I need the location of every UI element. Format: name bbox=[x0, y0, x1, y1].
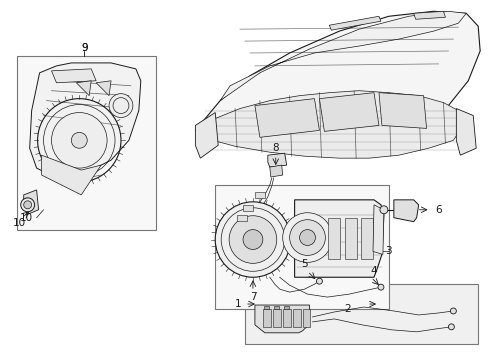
Polygon shape bbox=[328, 16, 380, 30]
Polygon shape bbox=[393, 200, 418, 222]
Polygon shape bbox=[76, 81, 91, 96]
Polygon shape bbox=[254, 192, 264, 198]
Polygon shape bbox=[413, 11, 445, 19]
Circle shape bbox=[229, 216, 276, 264]
Polygon shape bbox=[195, 113, 218, 158]
Text: 10: 10 bbox=[13, 218, 26, 228]
Circle shape bbox=[449, 308, 455, 314]
Polygon shape bbox=[282, 309, 290, 327]
Polygon shape bbox=[51, 69, 96, 83]
Polygon shape bbox=[360, 218, 372, 260]
Polygon shape bbox=[30, 63, 141, 178]
Circle shape bbox=[282, 213, 332, 262]
Polygon shape bbox=[294, 200, 383, 277]
Circle shape bbox=[20, 198, 35, 212]
Circle shape bbox=[24, 201, 32, 209]
Polygon shape bbox=[292, 309, 300, 327]
Text: 8: 8 bbox=[272, 143, 279, 153]
Circle shape bbox=[243, 230, 263, 249]
Text: 7: 7 bbox=[249, 292, 256, 302]
Polygon shape bbox=[302, 309, 310, 327]
Bar bbox=[244, 284, 477, 344]
Polygon shape bbox=[195, 11, 479, 148]
Polygon shape bbox=[319, 93, 378, 131]
Polygon shape bbox=[327, 218, 340, 260]
Text: 6: 6 bbox=[434, 205, 441, 215]
Polygon shape bbox=[372, 205, 383, 255]
Text: 9: 9 bbox=[81, 43, 87, 53]
Circle shape bbox=[51, 113, 107, 168]
Circle shape bbox=[71, 132, 87, 148]
Text: 4: 4 bbox=[370, 266, 377, 276]
Polygon shape bbox=[254, 305, 309, 333]
Polygon shape bbox=[272, 309, 280, 327]
Polygon shape bbox=[220, 11, 466, 100]
Circle shape bbox=[447, 324, 453, 330]
Bar bbox=[17, 56, 155, 230]
Text: 9: 9 bbox=[81, 43, 87, 53]
Circle shape bbox=[109, 94, 133, 117]
Polygon shape bbox=[273, 306, 278, 309]
Text: 10: 10 bbox=[20, 213, 33, 223]
Polygon shape bbox=[200, 91, 462, 158]
Circle shape bbox=[289, 220, 325, 255]
Polygon shape bbox=[269, 165, 282, 177]
Circle shape bbox=[299, 230, 315, 246]
Circle shape bbox=[379, 206, 387, 214]
Text: 1: 1 bbox=[234, 299, 241, 309]
Polygon shape bbox=[345, 218, 356, 260]
Text: 5: 5 bbox=[301, 259, 307, 269]
Polygon shape bbox=[24, 190, 39, 215]
Text: 2: 2 bbox=[343, 304, 350, 314]
Text: 3: 3 bbox=[385, 247, 391, 256]
Bar bbox=[215, 185, 388, 309]
Circle shape bbox=[215, 202, 290, 277]
Polygon shape bbox=[243, 205, 252, 211]
Circle shape bbox=[377, 284, 383, 290]
Circle shape bbox=[316, 278, 322, 284]
Polygon shape bbox=[41, 155, 101, 195]
Polygon shape bbox=[263, 309, 270, 327]
Polygon shape bbox=[237, 215, 246, 221]
Polygon shape bbox=[267, 153, 286, 167]
Polygon shape bbox=[254, 99, 319, 137]
Polygon shape bbox=[96, 81, 111, 96]
Polygon shape bbox=[264, 306, 268, 309]
Polygon shape bbox=[283, 306, 288, 309]
Polygon shape bbox=[455, 109, 475, 155]
Polygon shape bbox=[378, 93, 426, 129]
